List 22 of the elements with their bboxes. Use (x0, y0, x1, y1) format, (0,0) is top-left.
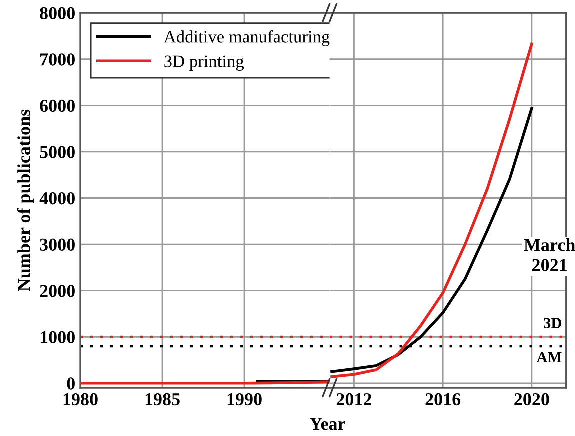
y-tick-label: 2000 (40, 285, 75, 298)
y-axis-title: Number of publications (17, 110, 34, 292)
ref-line-label: AM (536, 352, 562, 363)
y-tick-label: 5000 (40, 146, 75, 158)
x-tick-label: 2016 (426, 393, 461, 406)
y-tick-label: 8000 (40, 7, 75, 20)
ref-line-label: 3D (544, 318, 562, 328)
x-tick-label: 2020 (514, 393, 550, 406)
x-tick-label: 2012 (336, 393, 372, 406)
x-tick-label: 1990 (228, 393, 262, 406)
y-tick-label: 6000 (40, 100, 75, 112)
x-tick-label: 1980 (64, 393, 98, 406)
y-tick-label: 4000 (40, 192, 75, 205)
x-axis-title: Year (310, 418, 346, 430)
annotation: March 2021 (524, 238, 575, 272)
legend-label: Additive manufacturing (164, 30, 330, 46)
legend-label: 3D printing (164, 56, 244, 71)
x-tick-label: 1985 (146, 393, 180, 406)
y-tick-label: 1000 (40, 331, 75, 344)
y-tick-label: 7000 (40, 54, 75, 66)
y-tick-label: 3000 (40, 238, 75, 251)
y-tick-label: 0 (67, 378, 75, 390)
